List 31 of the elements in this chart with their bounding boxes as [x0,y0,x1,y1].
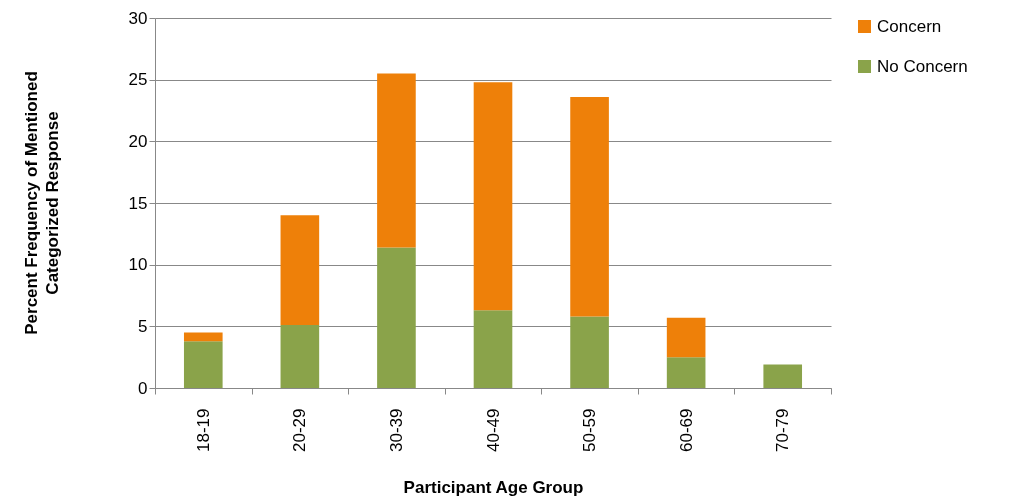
x-tick-label: 50-59 [580,408,600,452]
bar [280,215,320,326]
x-tick-label: 20-29 [290,408,310,452]
bar [183,341,223,388]
bar [763,364,803,388]
x-axis-title: Participant Age Group [403,477,584,497]
bar [473,82,513,311]
bar [280,325,320,388]
x-tick-label: 30-39 [386,408,406,452]
bar [666,357,706,388]
bar [570,96,609,317]
y-tick-label: 25 [128,70,148,90]
x-tick-label: 18-19 [193,408,213,452]
y-tick-label: 5 [138,316,148,336]
y-tick-label: 10 [128,255,148,275]
x-tick-label: 70-79 [773,408,793,452]
y-axis-title: Percent Frequency of Mentioned Categorized Response [22,71,63,335]
bar [377,73,416,248]
y-tick-label: 20 [128,131,148,151]
y-tick-label: 30 [128,8,148,28]
bar [666,317,706,358]
bar [377,247,416,388]
bar [570,316,609,388]
y-tick-label: 0 [138,378,148,398]
x-tick-label: 60-69 [676,408,696,452]
legend-label: No Concern [877,56,968,76]
x-tick-label: 40-49 [483,408,503,452]
y-tick-label: 15 [128,193,148,213]
legend-label: Concern [877,16,942,36]
bar [473,310,513,388]
bar [183,332,223,342]
